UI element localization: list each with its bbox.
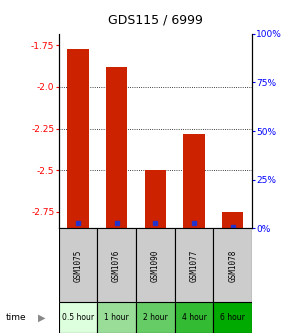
Bar: [97, 302, 136, 333]
Text: 6 hour: 6 hour: [220, 313, 245, 322]
Bar: [136, 228, 175, 302]
Text: time: time: [6, 313, 26, 322]
Text: GSM1090: GSM1090: [151, 249, 160, 282]
Text: GSM1076: GSM1076: [112, 249, 121, 282]
Text: GDS115 / 6999: GDS115 / 6999: [108, 14, 203, 27]
Text: 2 hour: 2 hour: [143, 313, 168, 322]
Text: 0.5 hour: 0.5 hour: [62, 313, 94, 322]
Bar: [222, 212, 243, 228]
Text: GSM1078: GSM1078: [228, 249, 237, 282]
Bar: [59, 228, 97, 302]
Bar: [67, 49, 88, 228]
Bar: [97, 228, 136, 302]
Text: GSM1077: GSM1077: [190, 249, 198, 282]
Bar: [175, 302, 213, 333]
Bar: [106, 67, 127, 228]
Text: 4 hour: 4 hour: [182, 313, 206, 322]
Bar: [136, 302, 175, 333]
Bar: [213, 302, 252, 333]
Text: 1 hour: 1 hour: [104, 313, 129, 322]
Bar: [59, 302, 97, 333]
Bar: [213, 228, 252, 302]
Text: ▶: ▶: [38, 312, 46, 323]
Bar: [183, 133, 205, 228]
Text: GSM1075: GSM1075: [74, 249, 82, 282]
Bar: [145, 170, 166, 228]
Bar: [175, 228, 213, 302]
